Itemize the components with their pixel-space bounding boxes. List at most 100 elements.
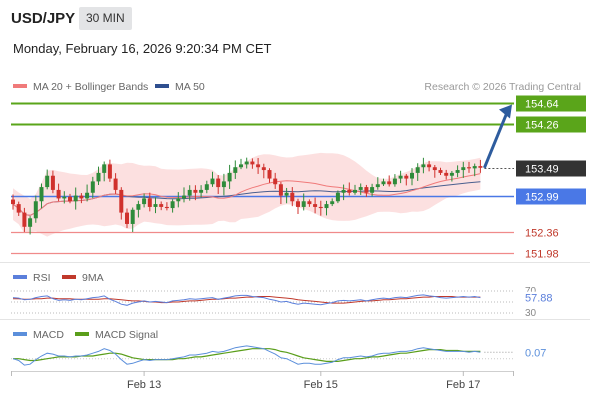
macd-legend-label: MACD [33, 329, 64, 341]
candle-body [392, 178, 397, 185]
candle-body [301, 201, 306, 207]
candle-body [370, 187, 375, 193]
candle-body [85, 192, 90, 199]
candle-body [472, 166, 477, 169]
candle-body [68, 196, 72, 202]
rsi-value-label: 57.88 [525, 293, 553, 305]
macd-panel: 0.07 [11, 345, 546, 366]
candle-body [278, 184, 283, 196]
candle-body [455, 170, 460, 173]
candle-body [210, 178, 215, 185]
level-labels: 154.64 154.26 153.49 152.99 152.36 151.98 [516, 95, 586, 261]
candle-body [335, 192, 340, 202]
candle-body [341, 189, 346, 193]
candles [11, 157, 483, 235]
rsi-legend-swatch [13, 275, 27, 279]
candle-body [147, 198, 152, 207]
rsi-legend: RSI 9MA [13, 272, 104, 284]
time-tick-label: Feb 15 [304, 379, 338, 391]
forecast-arrow-shaft [483, 111, 509, 169]
candle-body [467, 167, 471, 169]
copyright-credit: Research © 2026 Trading Central [424, 81, 581, 93]
price-levels [11, 102, 514, 255]
candle-body [296, 201, 300, 207]
candle-body [170, 201, 175, 209]
candle-body [22, 212, 27, 227]
candle-body [381, 181, 386, 185]
resistance-1-tag [516, 116, 586, 133]
macd-signal-line [13, 348, 481, 362]
ma50-legend-swatch [155, 84, 169, 88]
bollinger-band-area [13, 152, 481, 237]
candle-body [449, 172, 454, 176]
time-axis: Feb 13 Feb 15 Feb 17 [11, 371, 514, 391]
rsi-ma-legend-label: 9MA [82, 272, 104, 284]
candle-body [227, 172, 232, 182]
candle-body [239, 164, 243, 168]
candle-body [79, 195, 84, 199]
candle-body [136, 204, 141, 210]
candle-body [421, 164, 426, 168]
candle-body [125, 212, 129, 224]
candle-body [364, 187, 369, 193]
candle-body [11, 199, 15, 205]
candle-body [182, 195, 186, 199]
candle-body [256, 164, 261, 168]
candle-body [290, 192, 295, 202]
candle-body [199, 189, 204, 193]
rsi-tick-70: 70 [525, 286, 537, 297]
candle-body [438, 170, 443, 173]
candle-body [164, 206, 169, 209]
candle-body [432, 167, 437, 171]
forecast-arrow-head [499, 104, 512, 119]
macd-legend-swatch [13, 332, 27, 336]
bollinger-band [13, 152, 481, 237]
candle-body [284, 192, 289, 196]
ma20-legend-swatch [13, 84, 27, 88]
forecast-arrow [483, 104, 512, 169]
ma50-legend-label: MA 50 [175, 81, 205, 93]
symbol-title: USD/JPY [11, 10, 76, 27]
rsi-value-bg [521, 291, 561, 304]
interval-button[interactable]: 30 MIN [79, 7, 132, 30]
candle-body [73, 195, 78, 202]
candle-body [113, 178, 118, 190]
candle-body [398, 175, 403, 179]
macd-line [12, 345, 481, 366]
candle-body [56, 189, 61, 199]
candle-body [478, 166, 483, 168]
candle-body [119, 189, 124, 213]
support-2-label: 151.98 [525, 249, 559, 261]
last-price-tag [516, 160, 586, 177]
candle-body [444, 172, 449, 176]
candle-body [233, 167, 238, 173]
rsi-tick-30: 30 [525, 308, 537, 319]
candle-body [461, 167, 466, 171]
ma20-line [12, 173, 481, 216]
resistance-2-tag [516, 95, 586, 112]
candle-body [250, 161, 255, 165]
candle-body [28, 218, 33, 227]
macd-signal-legend-swatch [75, 332, 89, 336]
macd-legend: MACD MACD Signal [13, 329, 158, 341]
candle-body [102, 164, 107, 173]
time-tick-label: Feb 17 [446, 379, 480, 391]
candle-body [159, 204, 164, 207]
rsi-line [12, 294, 481, 306]
candle-body [318, 206, 323, 209]
candle-body [39, 187, 44, 202]
candle-body [153, 204, 158, 207]
candle-body [273, 178, 278, 185]
timestamp: Monday, February 16, 2026 9:20:34 PM CET [13, 41, 272, 56]
resistance-1-label: 154.26 [525, 120, 559, 132]
candle-body [193, 189, 198, 193]
candle-body [347, 189, 352, 193]
candle-body [313, 204, 318, 207]
rsi-ma-legend-swatch [62, 275, 76, 279]
macd-signal-legend-label: MACD Signal [95, 329, 158, 341]
candle-body [415, 167, 420, 173]
candle-body [324, 204, 329, 209]
candle-body [204, 184, 209, 190]
macd-value-label: 0.07 [525, 347, 546, 359]
pivot-label: 152.99 [525, 192, 559, 204]
